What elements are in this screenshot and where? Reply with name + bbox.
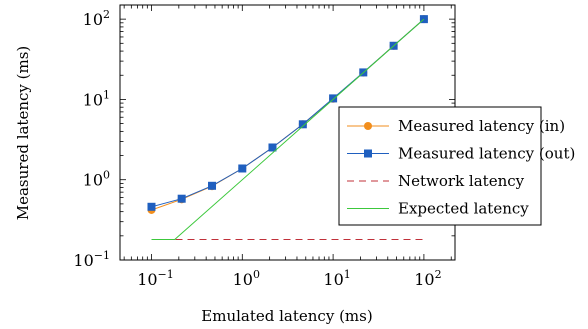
y-tick-label: 10−1 bbox=[73, 249, 110, 270]
legend-marker-0 bbox=[364, 122, 372, 130]
y-tick-label: 100 bbox=[83, 169, 110, 190]
legend-label-2: Network latency bbox=[398, 172, 525, 190]
data-point-out bbox=[208, 181, 217, 190]
series-layer bbox=[147, 15, 428, 240]
x-tick-label: 101 bbox=[323, 268, 350, 289]
data-point-out bbox=[177, 194, 186, 203]
data-point-out bbox=[298, 120, 307, 129]
tick-labels: 10−1 100 101 102 10−1 100 101 102 bbox=[73, 8, 441, 289]
data-point-out bbox=[147, 202, 156, 211]
data-point-out bbox=[268, 143, 277, 152]
legend-box bbox=[338, 106, 542, 226]
legend-label-0: Measured latency (in) bbox=[398, 117, 565, 135]
legend-label-3: Expected latency bbox=[398, 200, 529, 218]
legend: Measured latency (in) Measured latency (o… bbox=[338, 106, 575, 226]
y-axis-label: Measured latency (ms) bbox=[14, 46, 32, 221]
x-tick-label: 100 bbox=[233, 268, 260, 289]
legend-label-1: Measured latency (out) bbox=[398, 145, 575, 163]
x-axis-label: Emulated latency (ms) bbox=[201, 307, 372, 325]
x-tick-label: 10−1 bbox=[137, 268, 174, 289]
legend-marker-1 bbox=[364, 149, 372, 158]
series-line-3 bbox=[151, 18, 425, 240]
data-point-out bbox=[329, 94, 338, 103]
x-tick-label: 102 bbox=[414, 268, 441, 289]
y-tick-label: 101 bbox=[83, 88, 110, 109]
data-point-out bbox=[238, 164, 247, 173]
y-tick-label: 102 bbox=[83, 8, 110, 29]
